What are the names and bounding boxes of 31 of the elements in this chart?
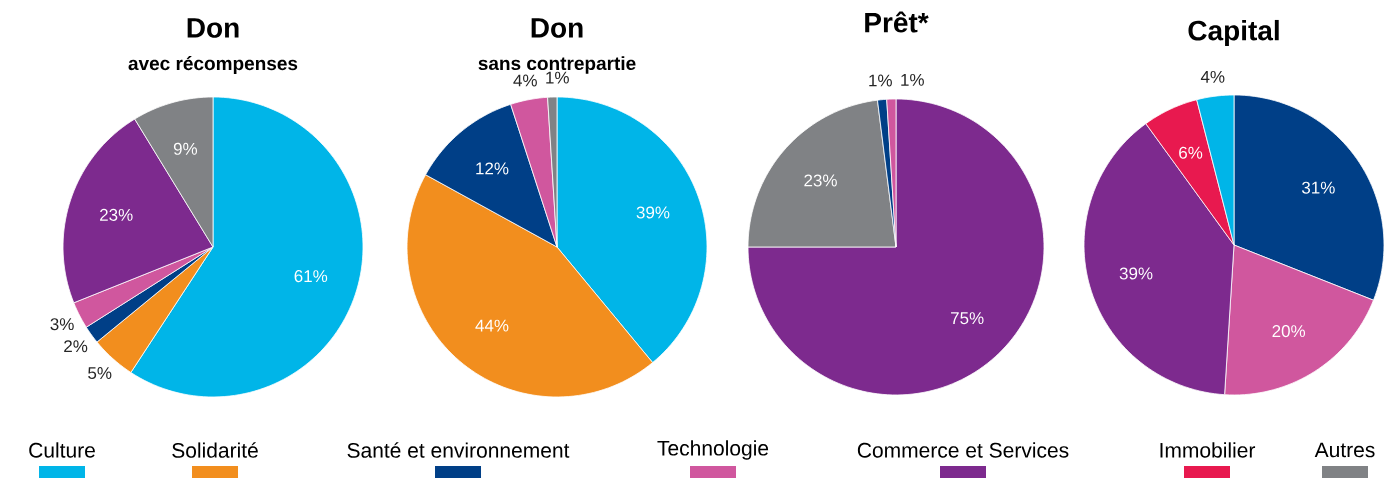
data-label: 20%	[1272, 325, 1306, 338]
data-label: 1%	[901, 73, 924, 86]
data-label: 75%	[951, 312, 984, 325]
data-label: 3%	[50, 318, 74, 331]
chart-title: Don	[187, 18, 239, 38]
category-label: Santé et environnement	[347, 442, 570, 458]
data-label: 9%	[173, 142, 198, 155]
data-label: 4%	[513, 74, 537, 87]
data-label: 4%	[1200, 70, 1225, 83]
category-label: Solidarité	[172, 442, 258, 458]
chart-title: Prêt*	[865, 11, 929, 33]
data-label: 44%	[475, 319, 509, 332]
data-label: 31%	[1301, 181, 1335, 194]
chart-subtitle: avec récompenses	[128, 56, 298, 74]
data-label: 1%	[869, 74, 892, 87]
data-label: 39%	[1119, 267, 1153, 280]
data-label: 6%	[1179, 146, 1203, 159]
data-label: 2%	[64, 340, 88, 353]
data-label: 61%	[294, 270, 328, 283]
chart-title: Don	[531, 18, 583, 38]
data-label: 5%	[88, 367, 112, 380]
category-label: Technologie	[657, 440, 769, 460]
category-label: Autres	[1314, 442, 1375, 458]
data-label: 23%	[804, 174, 837, 187]
category-label: Commerce et Services	[857, 442, 1069, 458]
data-label: 39%	[636, 206, 670, 219]
chart-title: Capital	[1188, 19, 1279, 47]
category-label: Culture	[29, 442, 95, 458]
category-label: Immobilier	[1160, 442, 1256, 458]
data-label: 12%	[476, 162, 509, 175]
data-label: 23%	[100, 208, 133, 221]
